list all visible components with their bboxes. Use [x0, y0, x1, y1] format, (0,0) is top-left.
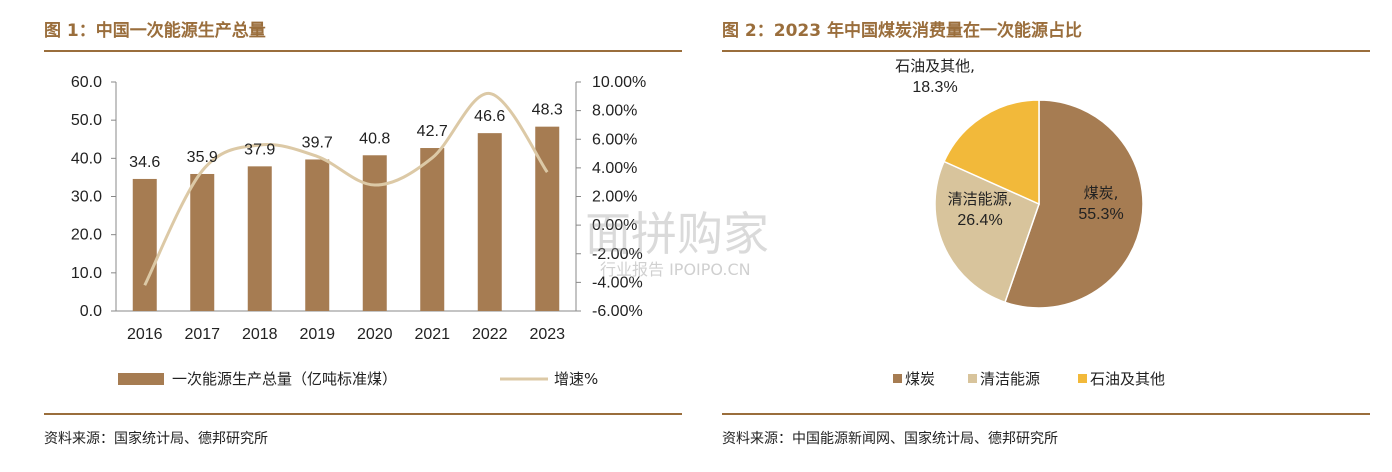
bar-data-label: 48.3: [532, 102, 563, 119]
figure-1-title: 图 1：中国一次能源生产总量: [44, 21, 266, 41]
bar: [535, 126, 560, 311]
watermark-text: 面拼购家: [585, 207, 769, 261]
right-axis-tick-label: -6.00%: [592, 303, 643, 320]
bar: [477, 133, 502, 311]
left-axis-tick-label: 60.0: [71, 74, 102, 91]
figure-1-panel: 图 1：中国一次能源生产总量 0.0 10.0 20.0 30.0 40.0 50.0 60…: [0, 0, 690, 472]
bar-data-label: 39.7: [302, 134, 333, 151]
figure-1-bottom-rule: [44, 413, 682, 415]
bar-data-label: 37.9: [244, 141, 275, 158]
coal-share-pie-chart: 煤炭, 55.3% 清洁能源, 26.4% 石油及其他, 18.3% 煤炭 清洁能源 石油及其他: [893, 57, 1165, 388]
figure-1-top-rule: [44, 50, 682, 52]
right-axis-tick-label: 8.00%: [592, 103, 637, 120]
left-axis-tick-label: 20.0: [71, 227, 102, 244]
figure-2-title: 图 2：2023 年中国煤炭消费量在一次能源占比: [722, 21, 1082, 41]
x-axis-tick-label: 2022: [472, 326, 508, 343]
x-axis-tick-label: 2021: [414, 326, 450, 343]
legend-swatch: [968, 374, 977, 383]
right-axis-tick-label: 4.00%: [592, 160, 637, 177]
legend-label: 石油及其他: [1090, 370, 1165, 388]
bar: [305, 159, 330, 311]
legend-label: 煤炭: [905, 370, 935, 388]
bar: [247, 166, 272, 311]
pie-slice-label-value: 18.3%: [912, 79, 957, 96]
pie-slice-label-name: 煤炭,: [1084, 184, 1119, 202]
legend-swatch: [893, 374, 902, 383]
x-axis-tick-label: 2020: [357, 326, 393, 343]
bar: [362, 155, 387, 311]
bar: [190, 173, 215, 311]
legend-bar-label: 一次能源生产总量（亿吨标准煤）: [172, 370, 397, 388]
bar: [420, 148, 445, 311]
bar-data-label: 34.6: [129, 154, 160, 171]
pie-slice: [943, 99, 1040, 206]
figure-2-bottom-rule: [722, 413, 1370, 415]
legend-swatch: [1078, 374, 1087, 383]
bar-data-label: 40.8: [359, 130, 390, 147]
left-axis-tick-label: 40.0: [71, 150, 102, 167]
bar-data-label: 35.9: [187, 149, 218, 166]
right-axis-tick-label: 0.00%: [592, 217, 637, 234]
legend-bar-swatch: [118, 373, 164, 385]
right-axis-tick-label: -2.00%: [592, 246, 643, 263]
bar-data-label: 46.6: [474, 108, 505, 125]
pie-slice-label-value: 26.4%: [957, 212, 1002, 229]
figure-1-source: 资料来源：国家统计局、德邦研究所: [44, 431, 268, 447]
right-axis-tick-label: 6.00%: [592, 131, 637, 148]
left-axis-tick-label: 0.0: [80, 303, 102, 320]
figure-2-top-rule: [722, 50, 1370, 52]
x-axis-tick-label: 2019: [299, 326, 335, 343]
bar-data-label: 42.7: [417, 123, 448, 140]
figure-2-panel: 图 2：2023 年中国煤炭消费量在一次能源占比 煤炭, 55.3% 清洁能源, 26…: [712, 0, 1392, 472]
pie-slice-label-name: 石油及其他,: [895, 57, 975, 75]
x-axis-tick-label: 2018: [242, 326, 278, 343]
pie-slice-label-name: 清洁能源,: [948, 190, 1013, 208]
x-axis-tick-label: 2017: [184, 326, 220, 343]
bar: [132, 178, 157, 311]
energy-production-chart: 0.0 10.0 20.0 30.0 40.0 50.0 60.0 -6.00% -4.00% -…: [71, 74, 646, 388]
pie-slice: [934, 160, 1040, 304]
watermark-subtext: 行业报告 IPOIPO.CN: [600, 260, 751, 279]
x-axis-tick-label: 2023: [529, 326, 565, 343]
left-axis-tick-label: 30.0: [71, 189, 102, 206]
legend-label: 清洁能源: [980, 370, 1040, 388]
pie-slice-label-value: 55.3%: [1078, 206, 1123, 223]
growth-rate-line: [143, 91, 549, 286]
right-axis-tick-label: 2.00%: [592, 189, 637, 206]
left-axis-tick-label: 50.0: [71, 112, 102, 129]
figure-2-source: 资料来源：中国能源新闻网、国家统计局、德邦研究所: [722, 431, 1058, 447]
left-axis-tick-label: 10.0: [71, 265, 102, 282]
right-axis-tick-label: -4.00%: [592, 274, 643, 291]
legend-line-label: 增速%: [554, 370, 598, 388]
x-axis-tick-label: 2016: [127, 326, 163, 343]
right-axis-tick-label: 10.00%: [592, 74, 646, 91]
